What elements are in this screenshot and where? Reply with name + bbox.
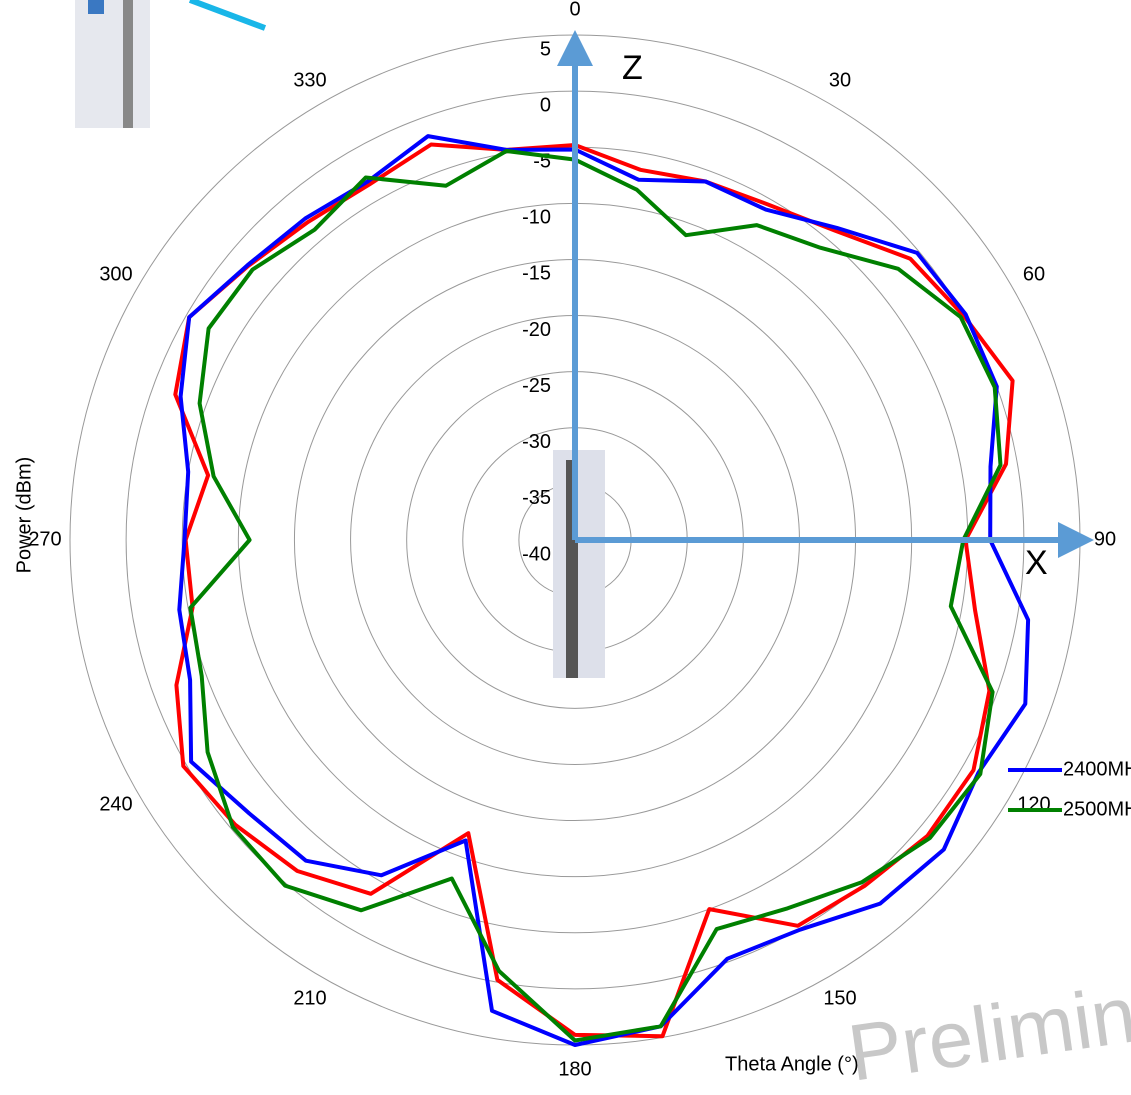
series-line <box>177 134 1031 1047</box>
r-tick-label: 0 <box>540 94 551 116</box>
r-tick-label: -35 <box>522 487 551 509</box>
r-tick-label: -15 <box>522 263 551 285</box>
r-tick-label: -25 <box>522 375 551 397</box>
series-line <box>188 149 1003 1043</box>
angle-tick-label: 210 <box>293 987 326 1009</box>
angle-tick-label: 270 <box>28 528 61 550</box>
x-axis-title: Theta Angle (°) <box>725 1053 859 1075</box>
legend-label: 2400MHz <box>1063 758 1131 780</box>
annotation: X <box>1025 544 1048 582</box>
r-tick-label: -10 <box>522 207 551 229</box>
antenna-image <box>123 0 133 128</box>
angle-tick-label: 0 <box>569 0 580 20</box>
angle-tick-label: 330 <box>293 69 326 91</box>
legend: 2400MHz 2500MHz <box>1008 758 1131 820</box>
angle-tick-label: 90 <box>1094 528 1116 550</box>
r-tick-label: -40 <box>522 543 551 565</box>
antenna-image <box>75 0 150 128</box>
y-axis-title: Power (dBm) <box>13 457 35 574</box>
arrow <box>188 0 267 31</box>
angle-tick-label: 180 <box>558 1058 591 1080</box>
angle-tick-label: 150 <box>823 987 856 1009</box>
angle-tick-label: 240 <box>99 793 132 815</box>
watermark: Preliminary <box>843 954 1131 1095</box>
r-tick-label: -20 <box>522 319 551 341</box>
legend-label: 2500MHz <box>1063 798 1131 820</box>
antenna-image <box>553 450 605 678</box>
r-tick-label: 5 <box>540 38 551 60</box>
angle-tick-label: 60 <box>1023 263 1045 285</box>
antenna-image <box>88 0 104 14</box>
angle-tick-label: 30 <box>829 69 851 91</box>
plot <box>173 134 1031 1047</box>
r-tick-label: -30 <box>522 431 551 453</box>
annotation: Z <box>622 49 643 87</box>
angle-tick-label: 300 <box>99 263 132 285</box>
